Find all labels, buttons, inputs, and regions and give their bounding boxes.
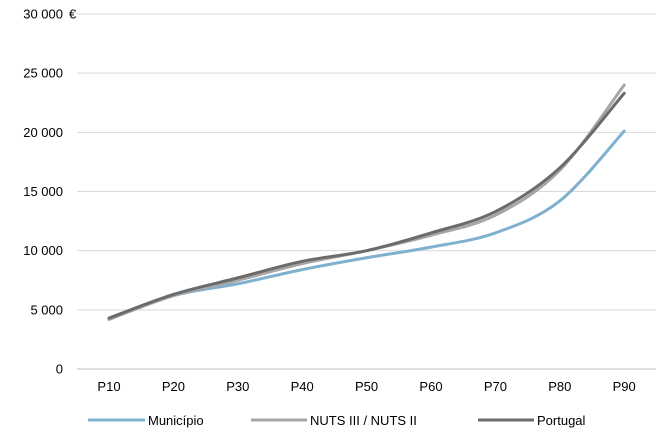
legend: Município NUTS III / NUTS II Portugal [88,413,586,428]
x-tick-label: P10 [97,379,120,394]
x-tick-label: P50 [355,379,378,394]
x-axis-ticks: P10 P20 P30 P40 P50 P60 P70 P80 P90 [97,379,635,394]
x-tick-label: P40 [291,379,314,394]
y-tick-label: 30 000 [23,7,63,22]
y-tick-label: 10 000 [23,243,63,258]
series-line-2 [107,91,626,320]
legend-label: NUTS III / NUTS II [310,413,417,428]
y-tick-label: 15 000 [23,184,63,199]
y-tick-label: 25 000 [23,66,63,81]
x-tick-label: P20 [162,379,185,394]
series-lines [107,83,626,321]
y-tick-label: 20 000 [23,125,63,140]
y-tick-label: 0 [56,362,63,377]
y-tick-label: 5 000 [30,302,63,317]
series-line-1 [107,83,626,321]
x-tick-label: P70 [484,379,507,394]
x-tick-label: P90 [613,379,636,394]
x-tick-label: P60 [419,379,442,394]
legend-label: Portugal [537,413,586,428]
legend-label: Município [148,413,204,428]
x-tick-label: P80 [548,379,571,394]
x-tick-label: P30 [226,379,249,394]
y-axis-ticks: 0 5 000 10 000 15 000 20 000 25 000 30 000 [23,7,63,377]
y-axis-unit: € [69,7,77,22]
